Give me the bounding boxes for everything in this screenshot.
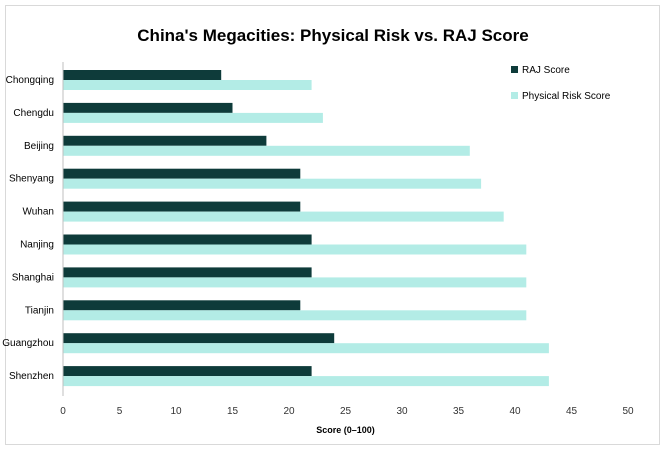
bar-physical-risk-shenyang — [63, 178, 482, 189]
legend-swatch — [511, 92, 518, 99]
bar-raj-guangzhou — [63, 333, 335, 344]
bar-physical-risk-wuhan — [63, 211, 504, 222]
bar-raj-shenyang — [63, 168, 301, 179]
bar-physical-risk-chengdu — [63, 112, 323, 123]
category-label: Wuhan — [22, 207, 54, 218]
x-tick-label: 25 — [340, 406, 352, 417]
legend-swatch — [511, 66, 518, 73]
bar-physical-risk-shanghai — [63, 277, 527, 288]
bar-physical-risk-shenzhen — [63, 376, 549, 387]
bar-physical-risk-beijing — [63, 145, 470, 156]
chart-title: China's Megacities: Physical Risk vs. RA… — [137, 26, 529, 45]
x-tick-label: 20 — [283, 406, 295, 417]
bar-raj-chongqing — [63, 70, 222, 80]
category-label: Shenzhen — [9, 371, 54, 382]
bar-physical-risk-tianjin — [63, 310, 527, 321]
legend-label: Physical Risk Score — [522, 91, 611, 102]
category-labels: Chongqing Chengdu Beijing Shenyang Wuhan Nanj… — [2, 75, 54, 382]
bars-group — [63, 70, 549, 387]
category-label: Chengdu — [13, 108, 54, 119]
x-axis-label: Score (0–100) — [316, 425, 375, 435]
x-tick-label: 15 — [227, 406, 239, 417]
category-label: Shanghai — [12, 272, 54, 283]
x-tick-label: 10 — [170, 406, 182, 417]
category-label: Shenyang — [9, 174, 54, 185]
bar-raj-shenzhen — [63, 366, 312, 377]
x-tick-label: 45 — [566, 406, 578, 417]
bar-raj-wuhan — [63, 201, 301, 212]
x-tick-label: 40 — [509, 406, 521, 417]
bar-physical-risk-guangzhou — [63, 343, 549, 354]
x-tick-label: 0 — [60, 406, 66, 417]
category-label: Guangzhou — [2, 338, 54, 349]
bar-raj-tianjin — [63, 300, 301, 311]
legend: RAJ Score Physical Risk Score — [511, 65, 611, 102]
x-tick-label: 5 — [117, 406, 123, 417]
category-label: Beijing — [24, 141, 54, 152]
category-label: Chongqing — [6, 75, 54, 86]
bar-raj-nanjing — [63, 234, 312, 245]
category-label: Tianjin — [25, 305, 54, 316]
bar-physical-risk-chongqing — [63, 80, 312, 90]
bar-raj-beijing — [63, 135, 267, 146]
legend-label: RAJ Score — [522, 65, 570, 76]
x-tick-label: 50 — [622, 406, 634, 417]
x-tick-labels: 0 5 10 15 20 25 30 35 40 45 50 — [60, 406, 634, 417]
bar-raj-shanghai — [63, 267, 312, 278]
x-tick-label: 35 — [453, 406, 465, 417]
bar-raj-chengdu — [63, 102, 233, 113]
x-tick-label: 30 — [396, 406, 408, 417]
bar-physical-risk-nanjing — [63, 244, 527, 255]
category-label: Nanjing — [20, 240, 54, 251]
